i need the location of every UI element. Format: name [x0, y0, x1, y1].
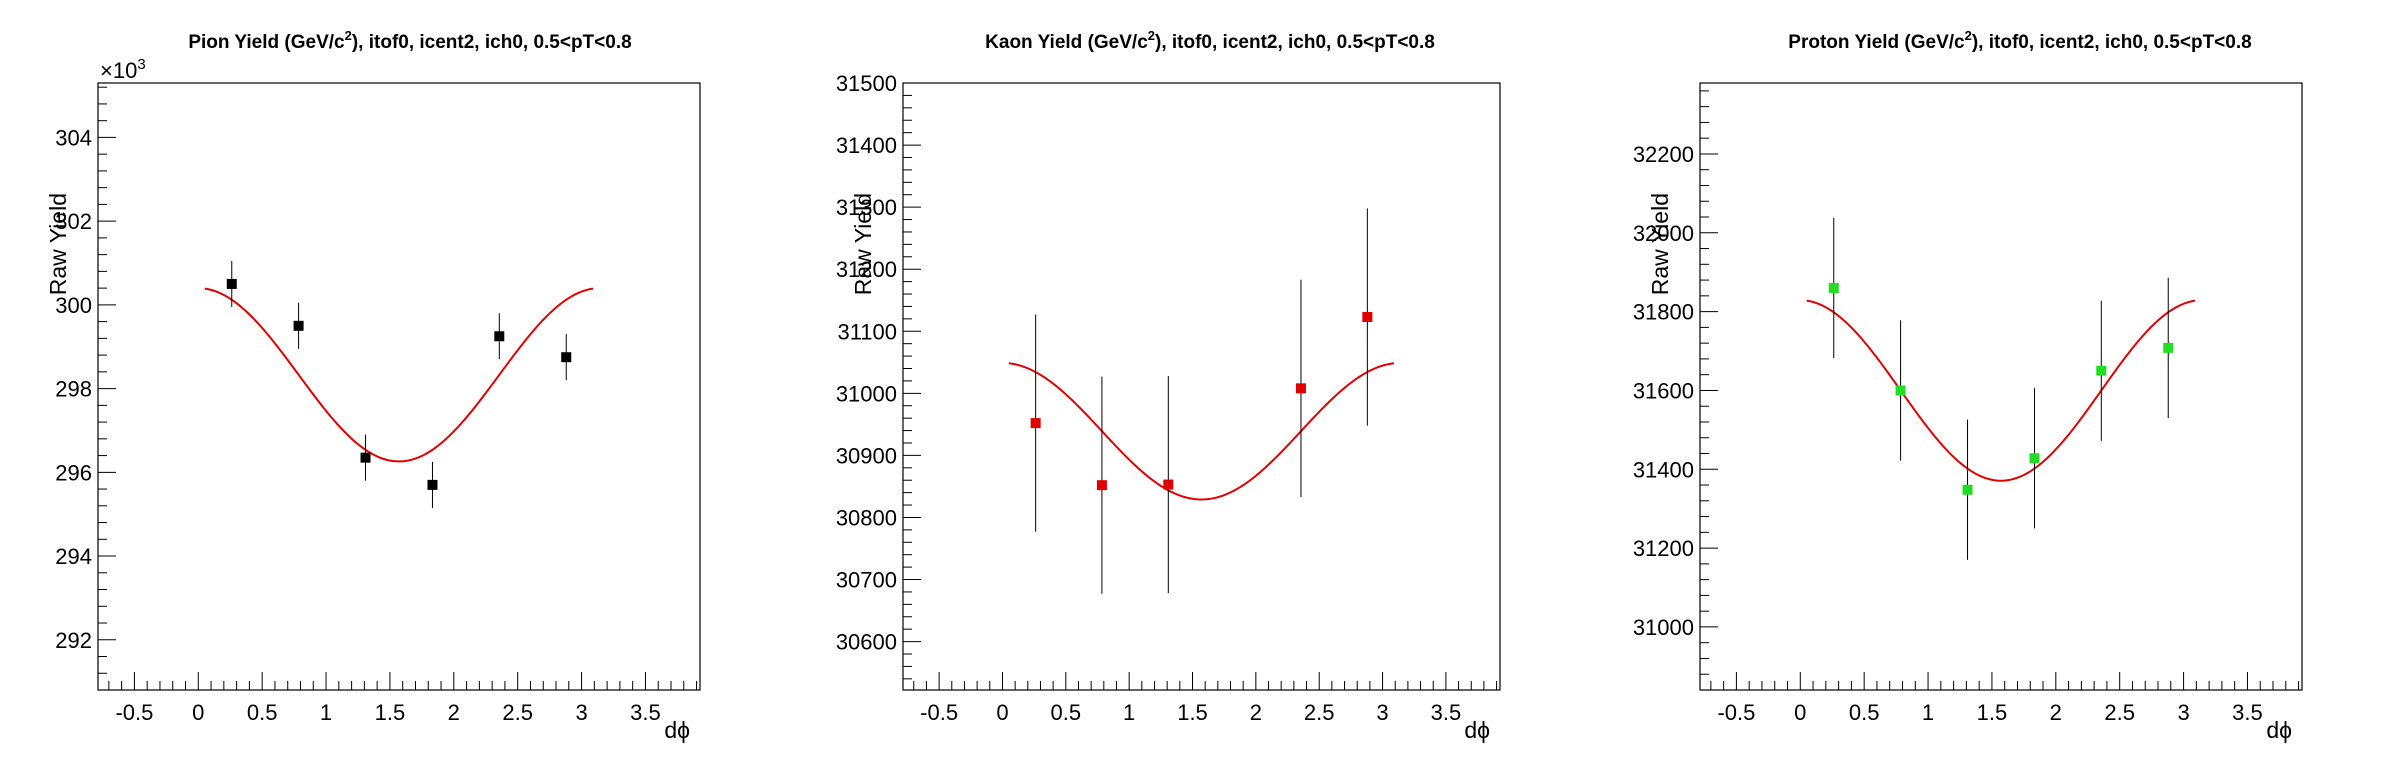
- plot-frame: [1699, 82, 2303, 691]
- y-tick-label: 31500: [836, 71, 897, 96]
- x-tick-label: -0.5: [1717, 700, 1755, 725]
- y-tick-label: 298: [55, 377, 92, 402]
- y-tick-label: 294: [55, 544, 92, 569]
- panel-3: Proton Yield (GeV/c2), itof0, icent2, ic…: [1633, 28, 2303, 743]
- data-point: [494, 331, 505, 342]
- data-point: [1362, 311, 1373, 322]
- x-tick-label: 1: [320, 700, 332, 725]
- y-axis-label: Raw Yield: [45, 193, 71, 295]
- y-tick-label: 31600: [1633, 378, 1694, 403]
- x-tick-label: 0.5: [1849, 700, 1880, 725]
- y-tick-label: 31800: [1633, 300, 1694, 325]
- x-tick-label: -0.5: [920, 700, 958, 725]
- x-tick-label: -0.5: [115, 700, 153, 725]
- plot-frame: [902, 82, 1501, 691]
- data-point: [2163, 342, 2174, 353]
- x-tick-label: 0: [1794, 700, 1806, 725]
- y-tick-label: 31100: [837, 319, 897, 344]
- x-tick-label: 0.5: [247, 700, 278, 725]
- x-axis-label: dϕ: [664, 717, 690, 743]
- y-tick-label: 31200: [836, 257, 897, 282]
- axis-exponent-label: ×103: [100, 56, 146, 83]
- y-tick-label: 32200: [1633, 142, 1694, 167]
- data-point: [2096, 365, 2107, 376]
- panel-2: Kaon Yield (GeV/c2), itof0, icent2, ich0…: [836, 28, 1501, 743]
- plot-frame: [97, 82, 701, 691]
- y-tick-label: 32000: [1633, 221, 1694, 246]
- x-tick-label: 2: [2050, 700, 2062, 725]
- fit-curve: [1806, 299, 2196, 482]
- data-point: [360, 452, 371, 463]
- x-tick-label: 3.5: [1431, 700, 1462, 725]
- x-tick-label: 1.5: [375, 700, 406, 725]
- x-tick-label: 1: [1922, 700, 1934, 725]
- x-tick-label: 2: [448, 700, 460, 725]
- y-tick-label: 302: [55, 209, 92, 234]
- chart-title: Kaon Yield (GeV/c2), itof0, icent2, ich0…: [985, 28, 1435, 53]
- y-tick-label: 31000: [836, 381, 897, 406]
- data-point: [1895, 385, 1906, 396]
- x-tick-label: 3: [575, 700, 587, 725]
- y-axis-label: Raw Yield: [850, 193, 876, 295]
- data-point: [1030, 418, 1041, 429]
- x-tick-label: 0: [192, 700, 204, 725]
- y-tick-label: 30800: [836, 505, 897, 530]
- y-tick-label: 31300: [836, 195, 897, 220]
- x-tick-label: 0.5: [1051, 700, 1082, 725]
- chart-title: Proton Yield (GeV/c2), itof0, icent2, ic…: [1788, 28, 2251, 53]
- data-point: [1828, 282, 1839, 293]
- chart-title: Pion Yield (GeV/c2), itof0, icent2, ich0…: [188, 28, 631, 53]
- fit-curve: [1008, 362, 1395, 501]
- y-tick-label: 30600: [836, 630, 897, 655]
- x-tick-label: 1: [1123, 700, 1135, 725]
- x-tick-label: 1.5: [1977, 700, 2008, 725]
- y-tick-label: 296: [55, 460, 92, 485]
- x-tick-label: 3: [1376, 700, 1388, 725]
- data-point: [427, 479, 438, 490]
- data-point: [1962, 484, 1973, 495]
- y-tick-label: 31200: [1633, 536, 1694, 561]
- fit-curve: [204, 287, 594, 463]
- y-tick-label: 292: [55, 628, 92, 653]
- y-tick-label: 30700: [836, 568, 897, 593]
- y-tick-label: 304: [55, 125, 92, 150]
- y-tick-label: 30900: [836, 443, 897, 468]
- x-tick-label: 1.5: [1177, 700, 1208, 725]
- panel-1: Pion Yield (GeV/c2), itof0, icent2, ich0…: [45, 28, 701, 743]
- x-axis-label: dϕ: [2266, 717, 2292, 743]
- x-tick-label: 2.5: [1304, 700, 1335, 725]
- x-axis-label: dϕ: [1464, 717, 1490, 743]
- data-point: [1295, 383, 1306, 394]
- data-point: [1096, 480, 1107, 491]
- x-tick-label: 0: [996, 700, 1008, 725]
- y-tick-label: 31400: [836, 133, 897, 158]
- y-axis-label: Raw Yield: [1647, 193, 1673, 295]
- data-point: [2029, 453, 2040, 464]
- x-tick-label: 2.5: [2104, 700, 2135, 725]
- data-point: [226, 278, 237, 289]
- data-point: [293, 320, 304, 331]
- x-tick-label: 2: [1250, 700, 1262, 725]
- x-tick-label: 3.5: [630, 700, 661, 725]
- x-tick-label: 3: [2177, 700, 2189, 725]
- y-tick-label: 31000: [1633, 615, 1694, 640]
- x-tick-label: 3.5: [2232, 700, 2263, 725]
- y-tick-label: 300: [55, 293, 92, 318]
- x-tick-label: 2.5: [502, 700, 533, 725]
- data-point: [1163, 479, 1174, 490]
- data-point: [561, 352, 572, 363]
- y-tick-label: 31400: [1633, 457, 1694, 482]
